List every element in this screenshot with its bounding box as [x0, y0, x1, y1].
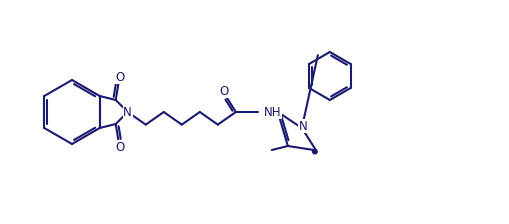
- Text: N: N: [123, 106, 132, 118]
- Text: O: O: [115, 140, 124, 153]
- Text: O: O: [115, 71, 124, 84]
- Text: NH: NH: [263, 106, 281, 118]
- Text: N: N: [298, 119, 306, 133]
- Text: O: O: [219, 84, 228, 97]
